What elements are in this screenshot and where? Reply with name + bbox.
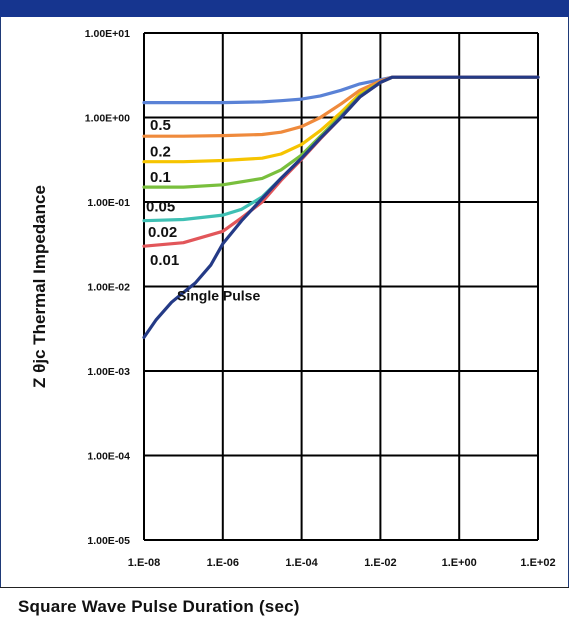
x-tick-label: 1.E-02	[364, 557, 396, 569]
x-tick-label: 1.E+02	[520, 557, 555, 569]
curve-label: 0.05	[146, 199, 175, 216]
y-tick-label: 1.00E-04	[87, 451, 130, 463]
y-tick-label: 1.00E-03	[87, 366, 130, 378]
curve-label: Single Pulse	[177, 288, 260, 304]
y-tick-label: 1.00E-02	[87, 282, 130, 294]
curve-label: 0.2	[150, 144, 171, 161]
series-line-Single-Pulse	[142, 75, 540, 339]
x-tick-label: 1.E-08	[128, 557, 160, 569]
curve-label: 0.02	[148, 224, 177, 241]
x-tick-label: 1.E-04	[285, 557, 318, 569]
y-tick-label: 1.00E-01	[87, 197, 130, 209]
x-tick-label: 1.E-06	[207, 557, 239, 569]
y-tick-label: 1.00E-05	[87, 535, 130, 547]
x-axis-title-band	[0, 587, 569, 628]
curve-label: 0.1	[150, 169, 171, 186]
x-tick-label: 1.E+00	[442, 557, 477, 569]
y-axis-title: Z θjc Thermal Impedance	[30, 185, 49, 388]
x-axis-title: Square Wave Pulse Duration (sec)	[18, 597, 300, 616]
header-bar	[0, 0, 569, 17]
curve-label: 0.01	[150, 252, 179, 269]
y-tick-label: 1.00E+01	[85, 28, 130, 40]
y-tick-label: 1.00E+00	[85, 113, 130, 125]
curve-label: 0.5	[150, 117, 171, 134]
